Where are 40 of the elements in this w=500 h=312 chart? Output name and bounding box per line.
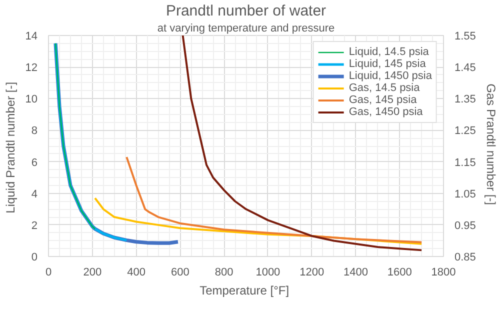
legend-label: Gas, 1450 psia	[348, 106, 423, 118]
y2-tick-label: 1.55	[454, 30, 476, 42]
y2-tick-label: 1.15	[454, 156, 476, 169]
chart-subtitle: at varying temperature and pressure	[157, 22, 335, 34]
y2-axis-title: Gas Prandtl number [-]	[484, 84, 498, 206]
y2-tick-label: 1.25	[454, 125, 476, 138]
x-tick-label: 600	[170, 266, 190, 278]
x-tick-label: 800	[214, 266, 234, 278]
y-axis-title: Liquid Prandtl number [-]	[3, 82, 18, 214]
legend-label: Gas, 145 psia	[348, 94, 417, 106]
y-tick-label: 4	[31, 188, 38, 200]
chart-title: Prandtl number of water	[166, 2, 326, 20]
x-tick-label: 0	[45, 266, 52, 278]
y-tick-label: 14	[25, 30, 38, 42]
y-tick-label: 2	[31, 220, 38, 232]
legend-label: Gas, 14.5 psia	[348, 82, 420, 94]
line-series	[54, 42, 128, 242]
line-series	[54, 42, 96, 230]
y-tick-label: 8	[31, 125, 38, 138]
legend-label: Liquid, 1450 psia	[348, 70, 432, 82]
x-axis-title: Temperature [°F]	[200, 284, 290, 298]
x-tick-label: 1200	[300, 266, 324, 278]
y2-tick-label: 0.95	[454, 220, 476, 232]
y-tick-label: 6	[31, 156, 38, 169]
legend-label: Liquid, 14.5 psia	[348, 46, 429, 58]
y2-tick-label: 1.45	[454, 62, 476, 74]
line-series	[126, 156, 423, 244]
y-tick-label: 12	[25, 62, 38, 74]
y2-tick-label: 1.05	[454, 188, 476, 200]
x-tick-label: 1000	[256, 266, 280, 278]
y-tick-label: 10	[25, 94, 38, 106]
y-tick-label: 0	[31, 252, 38, 264]
x-tick-label: 1600	[387, 266, 412, 278]
x-tick-label: 200	[83, 266, 102, 278]
x-tick-label: 1800	[431, 266, 456, 278]
x-tick-label: 400	[127, 266, 146, 278]
y2-tick-label: 0.85	[454, 252, 476, 264]
x-tick-label: 1400	[343, 266, 368, 278]
y2-tick-label: 1.35	[454, 94, 476, 106]
legend-label: Liquid, 145 psia	[348, 58, 426, 70]
